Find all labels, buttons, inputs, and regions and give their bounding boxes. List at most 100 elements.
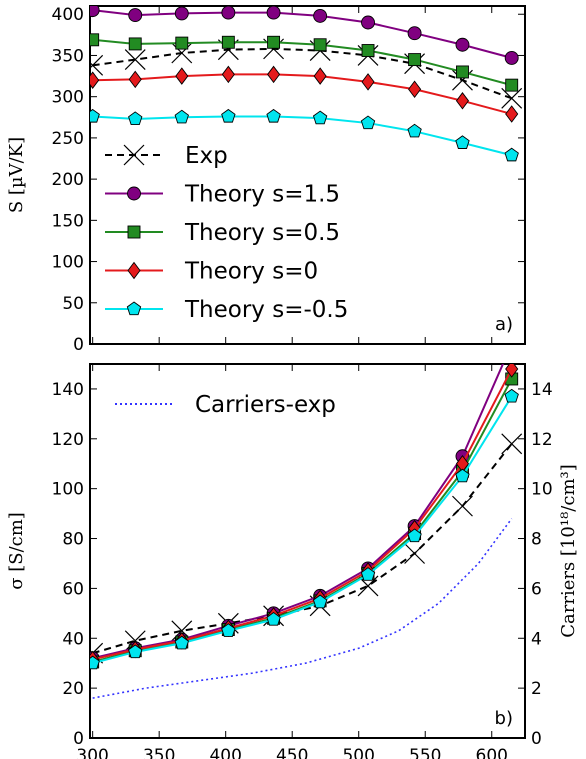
series-line bbox=[92, 364, 505, 660]
data-point bbox=[456, 65, 469, 79]
legend-entry: Exp bbox=[105, 143, 228, 169]
series-0 bbox=[90, 433, 523, 664]
y-axis-label: S [µV/K] bbox=[6, 137, 27, 213]
data-point bbox=[452, 495, 473, 517]
legend-marker bbox=[123, 144, 145, 166]
data-point bbox=[221, 6, 236, 20]
y-tick-label: 40 bbox=[62, 629, 84, 649]
data-point bbox=[175, 67, 189, 85]
data-point bbox=[128, 644, 143, 659]
data-point bbox=[361, 44, 375, 57]
y-tick-label: 80 bbox=[62, 530, 84, 550]
data-point bbox=[128, 111, 143, 126]
data-point bbox=[505, 78, 519, 92]
series-1 bbox=[90, 364, 505, 666]
data-point bbox=[455, 468, 470, 483]
x-tick-label: 550 bbox=[409, 746, 441, 759]
y2-tick-label: 12 bbox=[531, 430, 553, 450]
data-point bbox=[360, 567, 376, 581]
legend: Exp Theory s=1.5 Theory s=0.5 Theory s=0 The… bbox=[105, 143, 348, 323]
y2-tick-label: 4 bbox=[531, 629, 542, 649]
y-tick-label: 400 bbox=[52, 5, 84, 25]
legend-entry: Theory s=-0.5 bbox=[105, 297, 348, 323]
y-tick-label: 140 bbox=[52, 380, 84, 400]
data-point bbox=[505, 105, 519, 123]
y-tick-label: 150 bbox=[52, 211, 84, 231]
y-tick-label: 300 bbox=[52, 88, 84, 108]
legend-label: Theory s=0 bbox=[184, 259, 318, 285]
data-point bbox=[504, 50, 519, 65]
x-tick-label: 300 bbox=[76, 746, 108, 759]
legend-label: Theory s=0.5 bbox=[184, 220, 340, 246]
data-point bbox=[221, 35, 235, 49]
data-point bbox=[313, 38, 327, 52]
data-point bbox=[505, 364, 519, 378]
data-point bbox=[128, 8, 143, 23]
data-point bbox=[504, 388, 519, 403]
series-line bbox=[92, 368, 513, 661]
plot-frame bbox=[89, 363, 526, 739]
y2-tick-label: 10 bbox=[531, 480, 553, 500]
data-point bbox=[407, 528, 422, 543]
x-tick-label: 400 bbox=[209, 746, 241, 759]
data-point bbox=[175, 36, 189, 50]
data-point bbox=[266, 612, 281, 626]
data-point bbox=[408, 80, 422, 99]
series-line bbox=[92, 38, 512, 87]
series-4 bbox=[90, 108, 519, 162]
seebeck-panel: 0 50 100 150 200 250 300 350 400 S [µV/K] a) Exp The… bbox=[6, 5, 526, 355]
legend-entry: Theory s=0 bbox=[105, 259, 318, 285]
series-3 bbox=[90, 65, 519, 123]
data-point bbox=[360, 115, 376, 130]
x-tick-label: 350 bbox=[143, 746, 175, 759]
legend-marker bbox=[127, 261, 141, 280]
legend-label: Theory s=-0.5 bbox=[184, 297, 348, 323]
panel-label: b) bbox=[495, 708, 513, 729]
series-2 bbox=[90, 33, 519, 92]
x-tick-label: 600 bbox=[476, 746, 508, 759]
y2-axis-label: Carriers [10¹⁸/cm³] bbox=[558, 464, 579, 638]
x-tick-label: 500 bbox=[342, 746, 374, 759]
legend-label: Exp bbox=[185, 143, 228, 169]
data-point bbox=[90, 655, 100, 670]
data-point bbox=[90, 6, 100, 18]
data-point bbox=[407, 26, 422, 41]
legend-entry: Carriers-exp bbox=[115, 392, 336, 418]
y-tick-label: 120 bbox=[52, 430, 84, 450]
plot-frame bbox=[89, 5, 526, 345]
data-point bbox=[174, 109, 189, 124]
plot-area bbox=[90, 6, 523, 162]
data-point bbox=[501, 433, 523, 455]
y-tick-label: 0 bbox=[73, 729, 84, 749]
data-point bbox=[361, 73, 375, 91]
y-tick-label: 60 bbox=[62, 579, 84, 599]
y-tick-label: 50 bbox=[62, 294, 84, 314]
y2-tick-label: 2 bbox=[531, 679, 542, 699]
y-tick-label: 250 bbox=[52, 129, 84, 149]
series-line bbox=[92, 378, 513, 663]
data-point bbox=[504, 147, 519, 162]
legend-label: Carriers-exp bbox=[195, 392, 336, 418]
data-point bbox=[266, 108, 281, 123]
data-point bbox=[171, 42, 193, 64]
data-point bbox=[90, 108, 100, 123]
data-point bbox=[174, 635, 189, 650]
legend: Carriers-exp bbox=[115, 392, 336, 418]
x-tick-label: 450 bbox=[276, 746, 308, 759]
legend-marker bbox=[127, 186, 141, 201]
data-point bbox=[128, 37, 142, 51]
data-point bbox=[313, 67, 327, 85]
data-point bbox=[404, 543, 426, 564]
plot-area bbox=[90, 364, 523, 699]
series-line bbox=[92, 9, 512, 59]
data-point bbox=[455, 37, 470, 52]
legend-marker bbox=[127, 225, 141, 239]
data-point bbox=[90, 33, 100, 47]
series-line bbox=[92, 115, 512, 157]
series-0 bbox=[90, 38, 523, 109]
data-point bbox=[267, 35, 281, 49]
data-point bbox=[174, 6, 189, 21]
panel-label: a) bbox=[495, 314, 513, 335]
series-line bbox=[92, 47, 513, 100]
